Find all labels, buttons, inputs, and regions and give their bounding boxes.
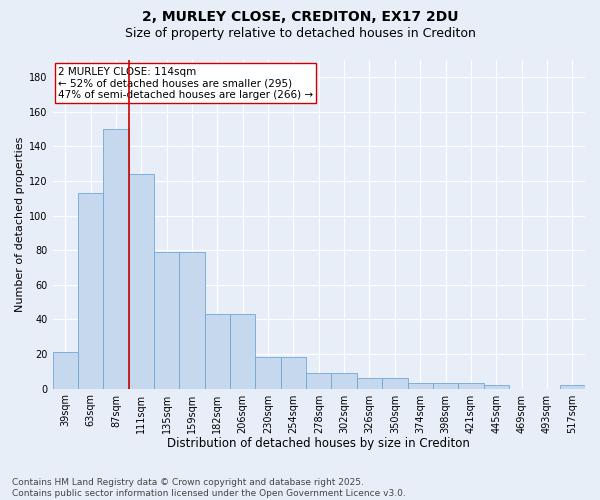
X-axis label: Distribution of detached houses by size in Crediton: Distribution of detached houses by size … [167,437,470,450]
Bar [103,129,128,388]
Text: 2 MURLEY CLOSE: 114sqm
← 52% of detached houses are smaller (295)
47% of semi-de: 2 MURLEY CLOSE: 114sqm ← 52% of detached… [58,66,313,100]
Bar [281,358,306,388]
Text: Contains HM Land Registry data © Crown copyright and database right 2025.
Contai: Contains HM Land Registry data © Crown c… [12,478,406,498]
Bar [256,358,281,388]
Bar [128,174,154,388]
Bar [560,385,585,388]
Bar [154,252,179,388]
Bar [53,352,78,388]
Text: 2, MURLEY CLOSE, CREDITON, EX17 2DU: 2, MURLEY CLOSE, CREDITON, EX17 2DU [142,10,458,24]
Bar [205,314,230,388]
Bar [306,373,331,388]
Bar [484,385,509,388]
Text: Size of property relative to detached houses in Crediton: Size of property relative to detached ho… [125,28,475,40]
Bar [382,378,407,388]
Bar [230,314,256,388]
Bar [78,193,103,388]
Bar [407,384,433,388]
Bar [179,252,205,388]
Y-axis label: Number of detached properties: Number of detached properties [15,136,25,312]
Bar [433,384,458,388]
Bar [458,384,484,388]
Bar [357,378,382,388]
Bar [331,373,357,388]
